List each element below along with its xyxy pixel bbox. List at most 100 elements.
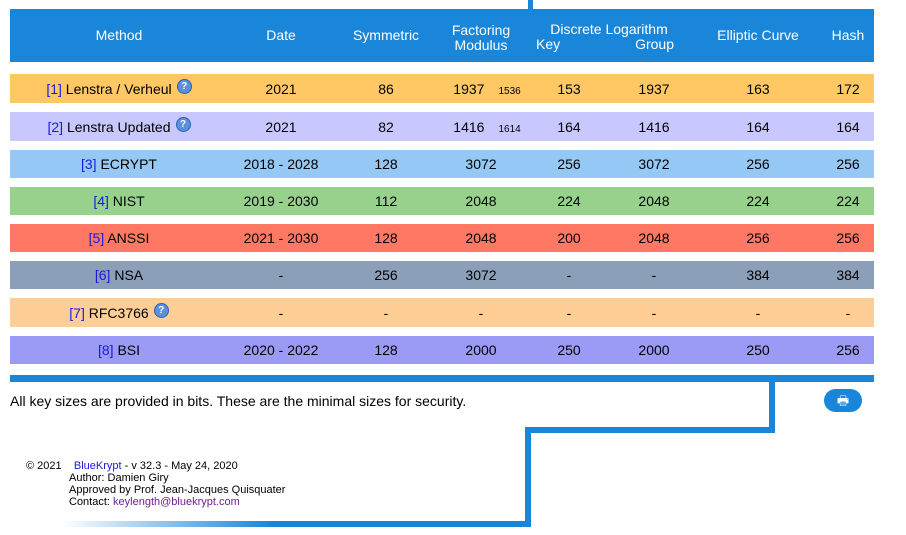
elliptic-cell: 256 xyxy=(694,224,822,252)
help-icon[interactable]: ? xyxy=(175,116,191,132)
dl-group-value: 1937 xyxy=(638,80,670,97)
reference-link[interactable]: [8] xyxy=(97,342,114,358)
elliptic-value: - xyxy=(755,304,761,321)
factoring-cell: - xyxy=(438,298,524,327)
method-cell: [1] Lenstra / Verheul? xyxy=(10,74,228,103)
decor-line-vertical-right xyxy=(769,380,775,432)
header-discrete-logarithm[interactable]: Discrete Logarithm Key Group xyxy=(524,9,694,62)
dl-key-cell: - xyxy=(524,298,614,327)
method-name: NSA xyxy=(114,267,144,283)
footer-copyright: © 2021 xyxy=(26,460,62,472)
reference-link[interactable]: [4] xyxy=(93,193,109,209)
header-elliptic-curve[interactable]: Elliptic Curve xyxy=(694,9,822,62)
help-icon[interactable]: ? xyxy=(176,78,192,94)
method-cell: [4] NIST xyxy=(10,187,228,215)
dl-key-cell: 200 xyxy=(524,224,614,252)
dl-group-cell: 1416 xyxy=(614,112,694,141)
table-row: [1] Lenstra / Verheul? 2021 86 1937 1536 153 1… xyxy=(10,74,874,103)
symmetric-cell: 256 xyxy=(334,261,438,289)
method-name: Lenstra Updated xyxy=(66,118,171,135)
dl-key-cell: 164 xyxy=(524,112,614,141)
dl-key-value: 250 xyxy=(557,342,581,358)
date-value: 2020 - 2022 xyxy=(243,342,319,358)
date-cell: - xyxy=(228,298,334,327)
footer-approved: Approved by Prof. Jean-Jacques Quisquate… xyxy=(69,484,286,496)
header-method[interactable]: Method xyxy=(10,9,228,62)
table-row: [6] NSA - 256 3072 - - 384 384 xyxy=(10,261,874,289)
dl-key-cell: 250 xyxy=(524,336,614,364)
elliptic-value: 164 xyxy=(746,118,770,135)
elliptic-cell: 250 xyxy=(694,336,822,364)
elliptic-cell: 163 xyxy=(694,74,822,103)
date-value: - xyxy=(278,304,284,321)
decor-line-horizontal xyxy=(526,427,775,433)
header-date[interactable]: Date xyxy=(228,9,334,62)
contact-email-link[interactable]: keylength@bluekrypt.com xyxy=(113,496,240,508)
method-name: Lenstra / Verheul xyxy=(65,80,172,97)
printer-icon: 🖶 xyxy=(836,393,850,408)
date-cell: 2021 - 2030 xyxy=(228,224,334,252)
header-hash[interactable]: Hash xyxy=(822,9,874,62)
dl-key-value: 224 xyxy=(557,193,581,209)
header-dl-group: Group xyxy=(635,36,674,52)
symmetric-cell: 82 xyxy=(334,112,438,141)
row-spacer-cell xyxy=(10,62,874,74)
dl-group-cell: 2048 xyxy=(614,224,694,252)
footer-contact: Contact: keylength@bluekrypt.com xyxy=(26,496,285,508)
dl-group-value: 2000 xyxy=(638,342,670,358)
hash-value: 256 xyxy=(836,230,860,246)
elliptic-cell: - xyxy=(694,298,822,327)
help-icon[interactable]: ? xyxy=(153,302,169,318)
date-value: 2021 xyxy=(265,118,297,135)
row-spacer xyxy=(10,141,874,150)
print-button[interactable]: 🖶 xyxy=(824,389,862,412)
reference-link[interactable]: [1] xyxy=(46,80,62,97)
method-cell: [8] BSI xyxy=(10,336,228,364)
elliptic-value: 256 xyxy=(746,230,770,246)
method-cell: [5] ANSSI xyxy=(10,224,228,252)
method-name: ECRYPT xyxy=(100,156,157,172)
dl-group-cell: 2048 xyxy=(614,187,694,215)
dl-key-cell: 153 xyxy=(524,74,614,103)
reference-link[interactable]: [2] xyxy=(47,118,64,135)
dl-key-value: - xyxy=(566,267,572,283)
symmetric-value: - xyxy=(383,304,389,321)
header-symmetric[interactable]: Symmetric xyxy=(334,9,438,62)
symmetric-value: 86 xyxy=(378,80,394,97)
reference-link[interactable]: [3] xyxy=(80,156,97,172)
dl-group-cell: 3072 xyxy=(614,150,694,178)
reference-link[interactable]: [6] xyxy=(94,267,111,283)
row-spacer xyxy=(10,178,874,187)
keylength-table: Method Date Symmetric Factoring Modulus … xyxy=(10,9,874,364)
bluekrypt-link[interactable]: BlueKrypt xyxy=(73,460,122,472)
dl-key-value: 153 xyxy=(557,80,581,97)
date-cell: 2018 - 2028 xyxy=(228,150,334,178)
row-spacer-cell xyxy=(10,141,874,150)
factoring-value: 2048 xyxy=(465,193,497,209)
table-row: [8] BSI 2020 - 2022 128 2000 250 2000 250 256 xyxy=(10,336,874,364)
elliptic-value: 163 xyxy=(746,80,770,97)
factoring-cell: 3072 xyxy=(438,261,524,289)
row-spacer xyxy=(10,103,874,112)
method-name: BSI xyxy=(117,342,141,358)
hash-cell: 224 xyxy=(822,187,874,215)
symmetric-cell: 86 xyxy=(334,74,438,103)
reference-link[interactable]: [7] xyxy=(69,304,85,321)
symmetric-cell: - xyxy=(334,298,438,327)
method-cell: [6] NSA xyxy=(10,261,228,289)
dl-group-value: 1416 xyxy=(638,118,670,135)
symmetric-cell: 112 xyxy=(334,187,438,215)
dl-group-value: 3072 xyxy=(638,156,670,172)
dl-group-cell: - xyxy=(614,298,694,327)
dl-group-value: 2048 xyxy=(638,230,670,246)
decor-fade-line xyxy=(62,521,528,527)
method-name: NIST xyxy=(112,193,145,209)
reference-link[interactable]: [5] xyxy=(88,230,105,246)
hash-cell: 164 xyxy=(822,112,874,141)
elliptic-cell: 256 xyxy=(694,150,822,178)
row-spacer-cell xyxy=(10,178,874,187)
hash-value: 172 xyxy=(836,80,860,97)
symmetric-cell: 128 xyxy=(334,224,438,252)
dl-key-cell: 256 xyxy=(524,150,614,178)
header-factoring-modulus[interactable]: Factoring Modulus xyxy=(438,9,524,62)
